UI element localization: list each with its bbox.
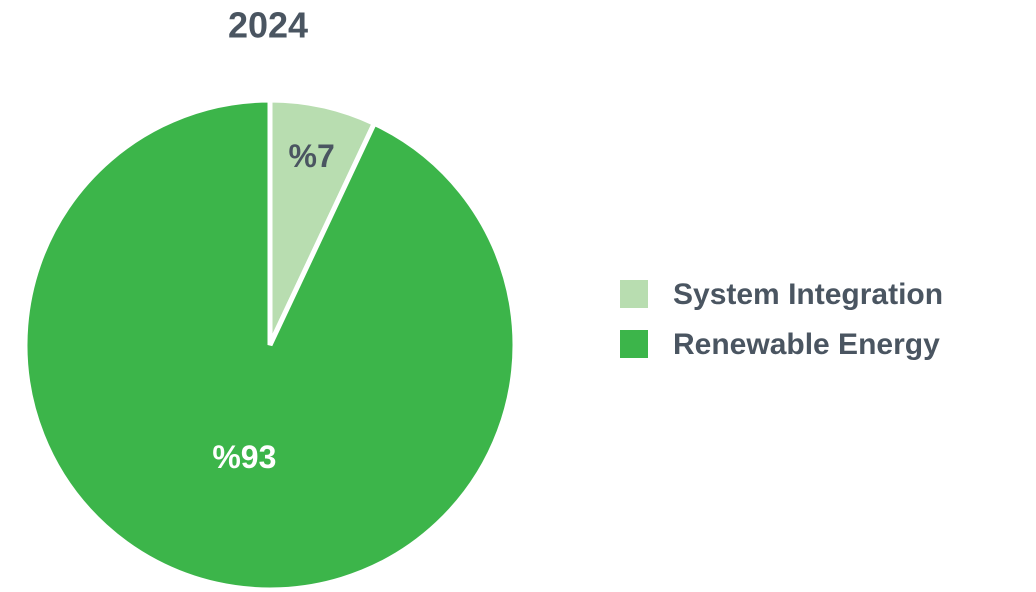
pie-slice: [22, 97, 518, 592]
data-label: %93: [212, 439, 276, 475]
legend-swatch: [620, 330, 648, 358]
data-label: %7: [289, 138, 335, 174]
chart-title: 2024: [228, 5, 308, 46]
legend-swatch: [620, 280, 648, 308]
legend-label: System Integration: [673, 278, 943, 311]
legend-label: Renewable Energy: [673, 328, 940, 361]
